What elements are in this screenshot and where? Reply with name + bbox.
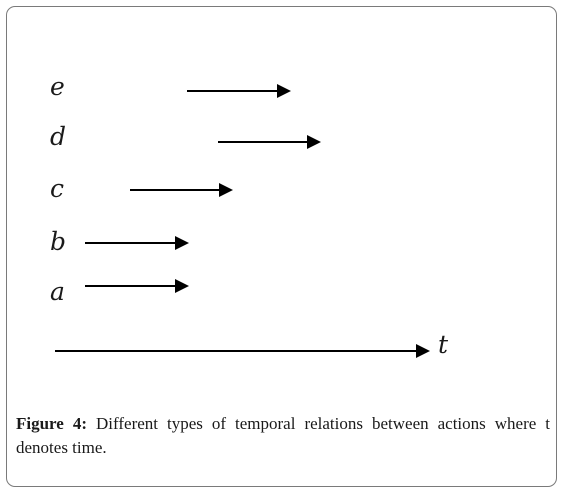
time-axis-arrow <box>55 344 430 358</box>
event-arrow-a <box>85 279 189 293</box>
event-arrow-b <box>85 236 189 250</box>
event-label-e: e <box>50 72 65 101</box>
event-label-a: a <box>50 277 65 306</box>
time-axis-label: t <box>438 330 449 359</box>
event-label-b: b <box>50 227 66 256</box>
caption-text: Different types of temporal relations be… <box>16 414 550 457</box>
figure-caption: Figure 4: Different types of temporal re… <box>16 412 550 460</box>
event-arrow-d <box>218 135 321 149</box>
event-arrow-e <box>187 84 291 98</box>
event-label-d: d <box>50 122 66 151</box>
temporal-relations-diagram: e d c b a t <box>50 72 449 359</box>
figure-frame <box>6 6 557 487</box>
caption-label: Figure 4: <box>16 414 88 433</box>
event-arrow-c <box>130 183 233 197</box>
event-label-c: c <box>50 174 64 203</box>
